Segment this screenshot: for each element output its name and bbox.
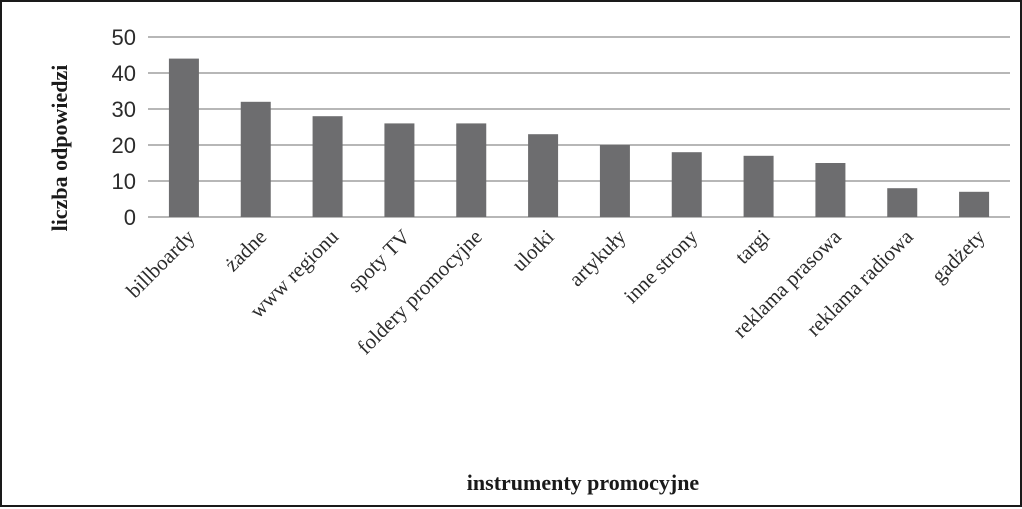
bar <box>887 188 918 217</box>
y-tick-labels: 0 10 20 30 40 50 <box>112 25 136 230</box>
bar <box>312 116 343 217</box>
y-axis-title: liczba odpowiedzi <box>47 65 72 232</box>
bar <box>240 101 271 217</box>
y-tick-label: 40 <box>112 61 136 86</box>
y-tick-label: 0 <box>124 205 136 230</box>
bar <box>743 155 774 217</box>
category-label: gadżety <box>926 224 989 287</box>
bar <box>599 145 630 217</box>
bar <box>384 123 415 217</box>
y-tick-label: 50 <box>112 25 136 50</box>
category-label: spoty TV <box>343 225 415 297</box>
category-label: artykuły <box>564 224 631 291</box>
bar <box>815 163 846 217</box>
y-tick-label: 20 <box>112 133 136 158</box>
y-tick-label: 10 <box>112 169 136 194</box>
category-label: foldery promocyjne <box>352 225 486 359</box>
y-tick-label: 30 <box>112 97 136 122</box>
category-label: ulotki <box>507 224 559 276</box>
bars <box>168 58 990 217</box>
bar <box>959 191 990 217</box>
category-label: billboardy <box>121 224 199 302</box>
category-label: targi <box>730 224 774 268</box>
bar <box>528 134 559 217</box>
x-axis-title: instrumenty promocyjne <box>467 470 700 495</box>
bar <box>168 58 199 217</box>
bar <box>671 152 702 217</box>
category-label: inne strony <box>619 224 703 308</box>
bar <box>456 123 487 217</box>
category-label: żadne <box>220 225 272 277</box>
gridlines <box>148 36 1010 218</box>
